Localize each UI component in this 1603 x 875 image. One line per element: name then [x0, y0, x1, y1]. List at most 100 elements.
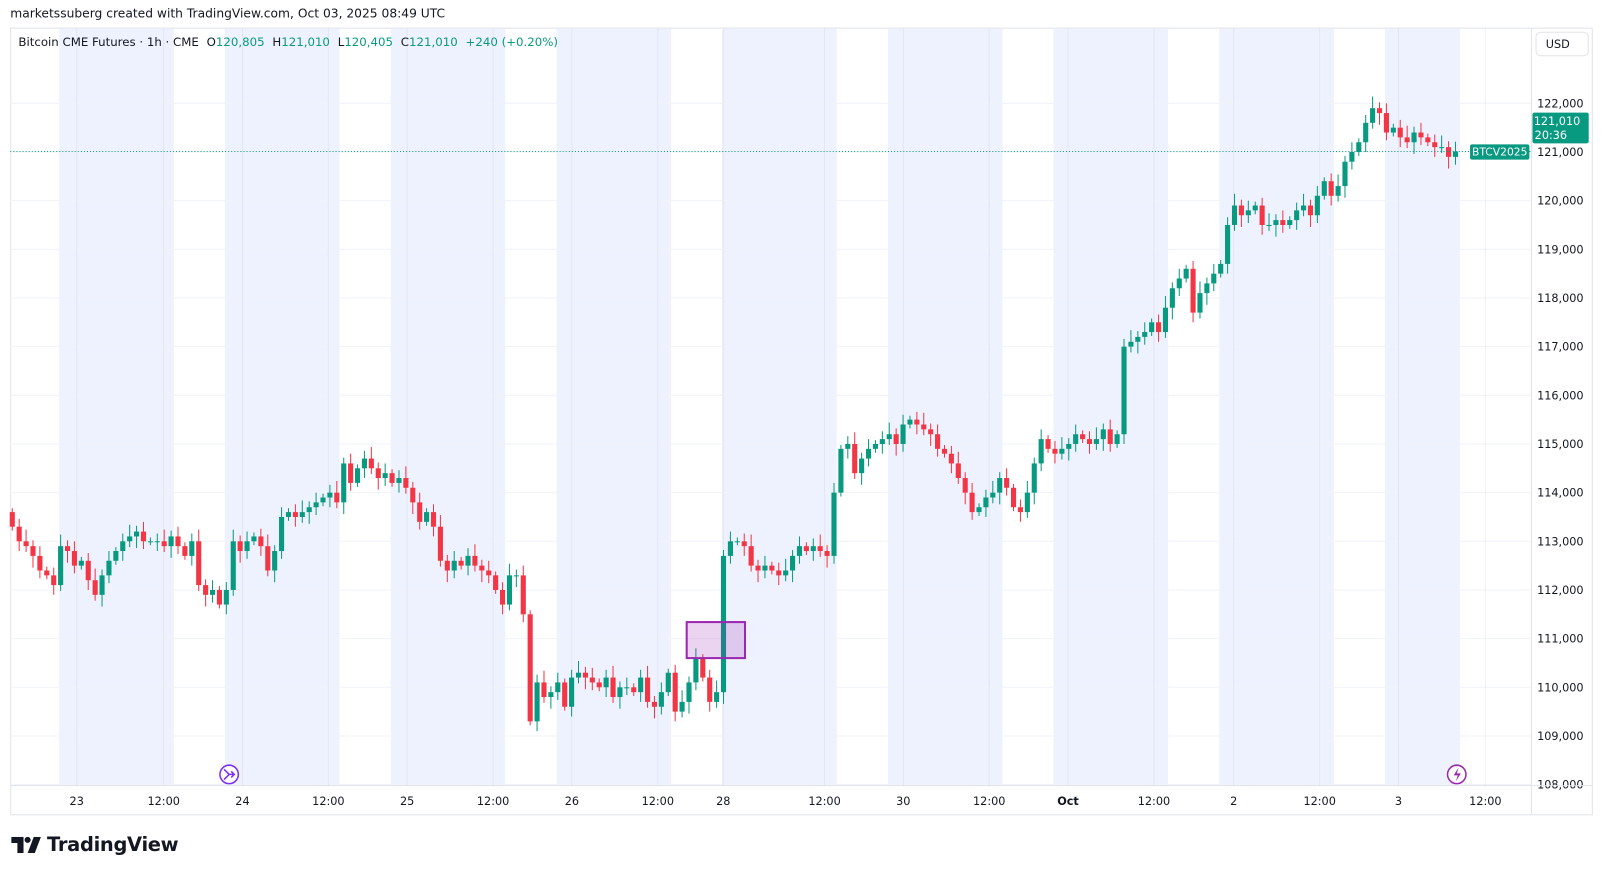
candle-body: [762, 565, 768, 571]
candle-body: [30, 546, 36, 556]
candle-body: [499, 589, 506, 605]
candle-body: [679, 701, 685, 712]
candle-body: [755, 565, 761, 571]
candle: [389, 469, 395, 487]
candle-body: [1114, 434, 1120, 444]
candle: [1432, 134, 1438, 157]
candle-body: [506, 575, 513, 605]
candle-body: [520, 575, 526, 615]
candle-body: [1307, 205, 1314, 216]
candle-body: [941, 448, 948, 454]
price-chart[interactable]: 122,000 121,000 120,000 119,000 118,000 117,0…: [0, 0, 1603, 818]
candle-body: [292, 512, 298, 517]
candle: [1073, 424, 1079, 452]
session-shade: [556, 28, 671, 786]
price-tick-label: 117,000: [1537, 341, 1584, 354]
candle-body: [168, 536, 174, 547]
candle-body: [1349, 151, 1355, 162]
candle: [817, 534, 823, 557]
price-tick-label: 121,000: [1537, 146, 1584, 159]
candle: [1142, 322, 1148, 345]
candle: [575, 661, 582, 684]
lightning-event-icon[interactable]: [1446, 764, 1467, 785]
candle: [1301, 193, 1307, 217]
candle: [1328, 173, 1334, 206]
candle-body: [71, 551, 77, 566]
candle-body: [451, 560, 457, 571]
candle: [396, 470, 402, 493]
candle: [1155, 314, 1162, 342]
candle-body: [596, 682, 602, 688]
candle: [78, 556, 84, 570]
candle-body: [1024, 492, 1030, 513]
candle: [1190, 260, 1196, 323]
candle-body: [1155, 322, 1162, 333]
currency-button[interactable]: USD: [1535, 31, 1589, 57]
candle: [382, 463, 388, 486]
candle: [1225, 217, 1231, 274]
candle-body: [134, 531, 140, 537]
candle: [265, 534, 271, 577]
candle-body: [1294, 210, 1300, 221]
candle-body: [92, 580, 98, 595]
candle: [921, 412, 927, 436]
candle: [1452, 141, 1459, 165]
candle: [562, 678, 568, 711]
candle-body: [1418, 132, 1424, 138]
candle-body: [1383, 113, 1389, 133]
candle: [762, 555, 768, 579]
candle: [831, 482, 837, 564]
price-tick-label: 115,000: [1537, 438, 1584, 451]
candle: [1294, 202, 1300, 230]
candle-body: [1390, 127, 1396, 133]
candle: [1411, 126, 1417, 154]
candle-body: [99, 575, 105, 595]
dividend-split-event-icon[interactable]: [219, 764, 240, 785]
candle: [334, 480, 340, 509]
candle-body: [893, 434, 899, 444]
candle: [1252, 201, 1258, 215]
candle-body: [865, 448, 872, 459]
candle-body: [1197, 293, 1203, 313]
candle-body: [1411, 132, 1417, 143]
candle: [893, 428, 899, 456]
candle: [279, 507, 285, 559]
candle: [790, 550, 796, 583]
candle-body: [776, 570, 782, 576]
candle: [783, 558, 789, 582]
candle-body: [1107, 429, 1113, 444]
price-tick-label: 112,000: [1537, 584, 1584, 597]
session-shade: [1219, 28, 1334, 786]
candle: [520, 565, 526, 623]
candle-body: [997, 478, 1003, 493]
candle-body: [175, 536, 181, 547]
candle: [272, 545, 278, 583]
candle-body: [299, 512, 305, 517]
candle: [1321, 177, 1327, 200]
symbol-title[interactable]: Bitcoin CME Futures · 1h · CME: [18, 34, 199, 50]
time-tick-label: 12:00: [147, 795, 179, 808]
candle: [348, 453, 354, 491]
candle-body: [845, 443, 851, 449]
candle: [209, 580, 216, 603]
candle-body: [935, 434, 941, 449]
candle-body: [368, 458, 374, 469]
candle-body: [928, 429, 934, 435]
change-value: +240 (+0.20%): [465, 34, 558, 50]
candle-body: [348, 463, 354, 483]
candle-body: [147, 541, 153, 543]
candle: [1128, 330, 1134, 353]
close-label: C: [400, 34, 410, 50]
candle: [16, 518, 22, 552]
candle-body: [872, 443, 878, 449]
candle-body: [955, 463, 961, 479]
candle: [748, 534, 754, 572]
session-shade: [224, 28, 340, 786]
candle-body: [334, 492, 340, 503]
candle-body: [216, 589, 222, 605]
candle-body: [354, 468, 361, 483]
candle-body: [1093, 439, 1099, 444]
candle-body: [375, 468, 381, 479]
candle-body: [817, 546, 823, 552]
candle-body: [396, 478, 402, 483]
